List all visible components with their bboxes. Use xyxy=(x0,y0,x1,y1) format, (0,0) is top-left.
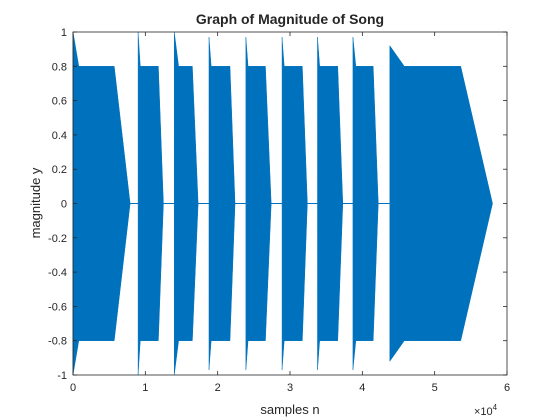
x-tick-label: 5 xyxy=(432,382,438,394)
x-tick-label: 0 xyxy=(70,382,76,394)
y-tick-label: 0.4 xyxy=(52,130,67,142)
y-tick-label: -0.4 xyxy=(48,267,67,279)
y-tick-label: 0.8 xyxy=(52,61,67,73)
chart-title: Graph of Magnitude of Song xyxy=(196,11,384,27)
y-tick-label: 1 xyxy=(61,27,67,39)
x-axis-multiplier: ×104 xyxy=(474,403,498,418)
y-axis-label: magnitude y xyxy=(28,167,43,238)
y-tick-label: 0 xyxy=(61,199,67,211)
x-tick-label: 6 xyxy=(504,382,510,394)
x-tick-label: 3 xyxy=(287,382,293,394)
x-tick-label: 4 xyxy=(359,382,365,394)
y-axis-ticks: 1 0.8 0.6 0.4 0.2 0 -0.2 -0.4 -0.6 -0.8 -1 xyxy=(48,27,507,382)
x-multiplier-base: ×10 xyxy=(474,406,493,418)
x-tick-label: 1 xyxy=(142,382,148,394)
x-tick-label: 2 xyxy=(215,382,221,394)
y-tick-label: -1 xyxy=(57,370,67,382)
x-multiplier-exponent: 4 xyxy=(493,403,498,412)
x-axis-label: samples n xyxy=(260,402,319,417)
x-axis-ticks: 0 1 2 3 4 5 6 xyxy=(70,32,510,394)
y-tick-label: -0.6 xyxy=(48,301,67,313)
y-tick-label: 0.2 xyxy=(52,164,67,176)
y-tick-label: 0.6 xyxy=(52,96,67,108)
y-tick-label: -0.2 xyxy=(48,233,67,245)
y-tick-label: -0.8 xyxy=(48,336,67,348)
